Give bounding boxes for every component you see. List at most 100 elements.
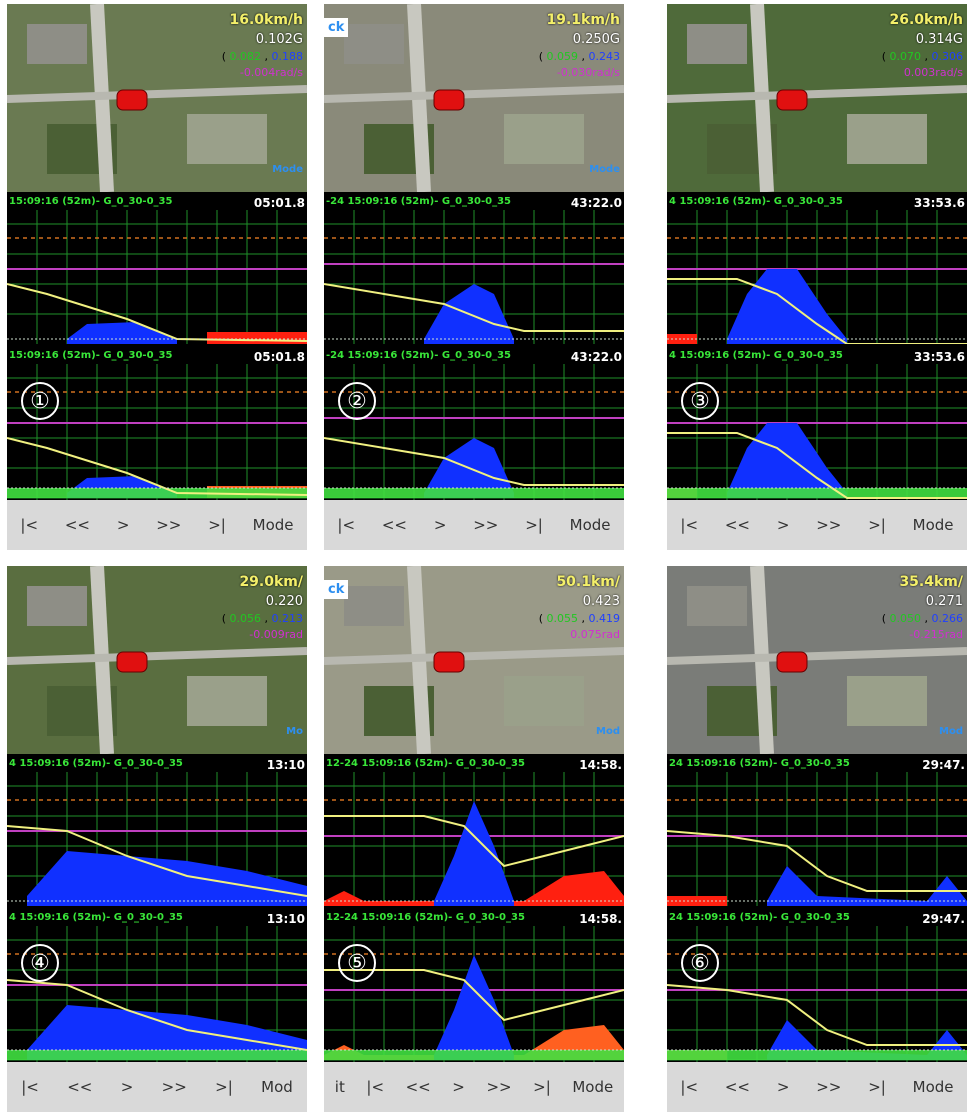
control-button-5[interactable]: Mode — [912, 1078, 954, 1096]
g-vector-readout: ( 0.070 , 0.306 — [881, 50, 963, 63]
control-button-5[interactable]: Mod — [261, 1078, 293, 1096]
elapsed-time: 43:22.0 — [570, 196, 622, 210]
step-number-badge: ② — [338, 382, 376, 420]
back-button[interactable]: ck — [324, 18, 349, 37]
g-force-graph-bottom: -24 15:09:16 (52m)- G_0_30-0_35 43:22.0 … — [324, 348, 624, 500]
control-button-4[interactable]: >| — [525, 516, 543, 534]
control-button-4[interactable]: >| — [868, 1078, 886, 1096]
elapsed-time: 33:53.6 — [913, 350, 965, 364]
control-button-0[interactable]: |< — [680, 516, 699, 534]
g-force-graph-top: 12-24 15:09:16 (52m)- G_0_30-0_35 14:58. — [324, 756, 624, 906]
session-header: 24 15:09:16 (52m)- G_0_30-0_35 — [669, 912, 850, 923]
control-button-2[interactable]: > — [120, 1078, 134, 1096]
session-header: -24 15:09:16 (52m)- G_0_30-0_35 — [326, 196, 511, 207]
g-force-graph-bottom: 12-24 15:09:16 (52m)- G_0_30-0_35 14:58.… — [324, 910, 624, 1062]
satellite-map[interactable]: 35.4km/ 0.271 ( 0.050 , 0.266 -0.215rad … — [667, 566, 967, 754]
satellite-map[interactable]: 50.1km/ 0.423 ( 0.055 , 0.419 0.075rad M… — [324, 566, 624, 754]
g-vector-readout: ( 0.050 , 0.266 — [881, 612, 963, 625]
map-mode-label: Mode — [272, 164, 303, 175]
satellite-map[interactable]: 19.1km/h 0.250G ( 0.059 , 0.243 -0.030ra… — [324, 4, 624, 192]
control-button-3[interactable]: >> — [156, 516, 182, 534]
playback-controls: |< << > >> >| Mode — [7, 500, 307, 550]
replay-panel-3: 26.0km/h 0.314G ( 0.070 , 0.306 0.003rad… — [667, 4, 967, 550]
satellite-map[interactable]: 26.0km/h 0.314G ( 0.070 , 0.306 0.003rad… — [667, 4, 967, 192]
map-mode-label: Mo — [286, 726, 303, 737]
car-icon — [116, 89, 148, 111]
control-button-4[interactable]: >| — [868, 516, 886, 534]
session-header: 24 15:09:16 (52m)- G_0_30-0_35 — [669, 758, 850, 769]
speed-readout: 29.0km/ — [239, 574, 303, 590]
back-button[interactable]: ck — [324, 580, 349, 599]
car-icon — [433, 651, 465, 673]
session-header: 12-24 15:09:16 (52m)- G_0_30-0_35 — [326, 912, 525, 923]
g-force-readout: 0.250G — [572, 32, 620, 47]
g-force-readout: 0.102G — [255, 32, 303, 47]
control-button-3[interactable]: >> — [816, 1078, 842, 1096]
playback-controls: |< << > >> >| Mod — [7, 1062, 307, 1112]
elapsed-time: 14:58. — [579, 758, 622, 772]
car-icon — [776, 89, 808, 111]
yaw-rate-readout: 0.075rad — [570, 628, 620, 641]
elapsed-time: 43:22.0 — [570, 350, 622, 364]
control-button-3[interactable]: >> — [473, 516, 499, 534]
control-button-5[interactable]: Mode — [912, 516, 954, 534]
control-button-2[interactable]: > — [776, 1078, 790, 1096]
control-button-4[interactable]: >> — [486, 1078, 512, 1096]
g-force-readout: 0.220 — [265, 594, 303, 609]
control-button-2[interactable]: << — [405, 1078, 431, 1096]
speed-readout: 50.1km/ — [556, 574, 620, 590]
control-button-3[interactable]: >> — [816, 516, 842, 534]
playback-controls: it |< << > >> >| Mode — [324, 1062, 624, 1112]
control-button-2[interactable]: > — [776, 516, 790, 534]
elapsed-time: 05:01.8 — [253, 350, 305, 364]
step-number-badge: ① — [21, 382, 59, 420]
control-button-1[interactable]: << — [381, 516, 407, 534]
satellite-map[interactable]: 29.0km/ 0.220 ( 0.056 , 0.213 -0.009rad … — [7, 566, 307, 754]
car-icon — [433, 89, 465, 111]
g-force-graph-top: 4 15:09:16 (52m)- G_0_30-0_35 13:10 — [7, 756, 307, 906]
control-button-5[interactable]: Mode — [569, 516, 611, 534]
replay-panel-6: 35.4km/ 0.271 ( 0.050 , 0.266 -0.215rad … — [667, 566, 967, 1112]
g-force-graph-top: -24 15:09:16 (52m)- G_0_30-0_35 43:22.0 — [324, 194, 624, 344]
elapsed-time: 13:10 — [266, 912, 305, 926]
control-button-2[interactable]: > — [433, 516, 447, 534]
g-vector-readout: ( 0.059 , 0.243 — [538, 50, 620, 63]
control-button-0[interactable]: |< — [337, 516, 356, 534]
speed-readout: 19.1km/h — [546, 12, 620, 28]
control-button-3[interactable]: >> — [161, 1078, 187, 1096]
control-button-3[interactable]: > — [452, 1078, 465, 1096]
g-force-graph-top: 15:09:16 (52m)- G_0_30-0_35 05:01.8 — [7, 194, 307, 344]
step-number-badge: ③ — [681, 382, 719, 420]
control-button-1[interactable]: |< — [366, 1078, 385, 1096]
satellite-map[interactable]: 16.0km/h 0.102G ( 0.082 , 0.188 -0.004ra… — [7, 4, 307, 192]
playback-controls: |< << > >> >| Mode — [667, 1062, 967, 1112]
elapsed-time: 33:53.6 — [913, 196, 965, 210]
g-force-graph-bottom: 4 15:09:16 (52m)- G_0_30-0_35 13:10 ④ — [7, 910, 307, 1062]
session-header: 12-24 15:09:16 (52m)- G_0_30-0_35 — [326, 758, 525, 769]
control-button-0[interactable]: |< — [20, 516, 39, 534]
control-button-4[interactable]: >| — [215, 1078, 233, 1096]
control-button-0[interactable]: |< — [680, 1078, 699, 1096]
replay-panel-1: 16.0km/h 0.102G ( 0.082 , 0.188 -0.004ra… — [7, 4, 307, 550]
control-button-0[interactable]: |< — [21, 1078, 39, 1096]
control-button-0[interactable]: it — [334, 1078, 345, 1096]
elapsed-time: 14:58. — [579, 912, 622, 926]
session-header: 15:09:16 (52m)- G_0_30-0_35 — [9, 196, 173, 207]
elapsed-time: 29:47. — [922, 758, 965, 772]
control-button-1[interactable]: << — [724, 1078, 750, 1096]
control-button-2[interactable]: > — [116, 516, 130, 534]
map-mode-label: Mod — [596, 726, 620, 737]
replay-panel-2: 19.1km/h 0.250G ( 0.059 , 0.243 -0.030ra… — [324, 4, 624, 550]
elapsed-time: 29:47. — [922, 912, 965, 926]
speed-readout: 26.0km/h — [889, 12, 963, 28]
control-button-1[interactable]: << — [67, 1078, 93, 1096]
control-button-5[interactable]: Mode — [252, 516, 294, 534]
session-header: -24 15:09:16 (52m)- G_0_30-0_35 — [326, 350, 511, 361]
control-button-1[interactable]: << — [724, 516, 750, 534]
control-button-4[interactable]: >| — [208, 516, 226, 534]
yaw-rate-readout: -0.009rad — [249, 628, 303, 641]
control-button-5[interactable]: >| — [533, 1078, 551, 1096]
control-button-6[interactable]: Mode — [572, 1078, 614, 1096]
map-mode-label: Mode — [589, 164, 620, 175]
control-button-1[interactable]: << — [64, 516, 90, 534]
